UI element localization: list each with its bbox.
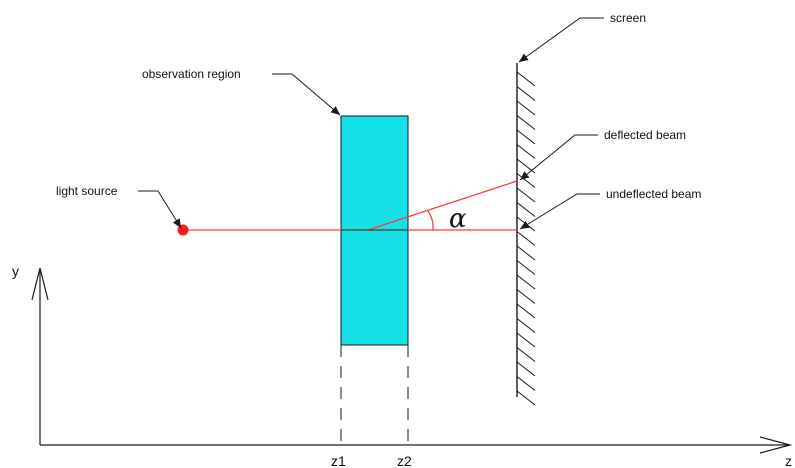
screen-hatching: [516, 71, 536, 406]
beams: α: [183, 180, 518, 234]
light-source-dot-icon: [177, 224, 189, 236]
annotations: screen observation region deflected beam…: [56, 11, 701, 230]
screen-hatch-line: [516, 144, 536, 159]
undeflected-beam-label: undeflected beam: [606, 187, 701, 201]
screen-label: screen: [610, 11, 646, 25]
deflected-beam: [367, 180, 518, 231]
z-axis-label: z: [785, 453, 792, 468]
alpha-angle-arc: [427, 210, 434, 231]
observation-region-label: observation region: [142, 67, 241, 81]
screen-hatch-line: [516, 115, 536, 130]
undeflected-beam-leader: [519, 193, 600, 230]
screen-hatch-line: [516, 376, 536, 391]
z-markers: z1 z2: [331, 345, 412, 468]
screen-hatch-line: [516, 100, 536, 116]
alpha-label: α: [449, 204, 467, 234]
screen-hatch-line: [516, 231, 536, 246]
light-source-label: light source: [56, 184, 118, 198]
axes: y z: [12, 263, 793, 468]
screen-hatch-line: [516, 390, 536, 406]
z2-label: z2: [397, 453, 412, 468]
screen-hatch-line: [516, 274, 536, 290]
y-axis-arrowhead: [31, 267, 49, 301]
screen-hatch-line: [516, 245, 536, 261]
screen-hatch-line: [516, 303, 536, 319]
screen-hatch-line: [516, 347, 536, 362]
screen-hatch-line: [516, 158, 536, 174]
screen-hatch-line: [516, 216, 536, 232]
screen-leader: [518, 17, 604, 63]
screen-hatch-line: [516, 318, 536, 333]
screen-hatch-line: [516, 202, 536, 217]
screen-hatch-line: [516, 86, 536, 101]
screen: [516, 63, 536, 406]
z-axis-arrowhead: [759, 436, 793, 454]
deflected-beam-label: deflected beam: [604, 128, 686, 142]
deflected-beam-leader: [519, 134, 598, 181]
screen-hatch-line: [516, 187, 536, 203]
screen-hatch-line: [516, 71, 536, 87]
screen-hatch-line: [516, 129, 536, 145]
screen-hatch-line: [516, 260, 536, 275]
screen-hatch-line: [516, 332, 536, 348]
observation-region-leader: [272, 73, 341, 116]
light-source-leader: [138, 190, 182, 229]
screen-hatch-line: [516, 361, 536, 377]
y-axis-label: y: [12, 263, 19, 279]
screen-hatch-line: [516, 289, 536, 304]
z1-label: z1: [331, 453, 346, 468]
